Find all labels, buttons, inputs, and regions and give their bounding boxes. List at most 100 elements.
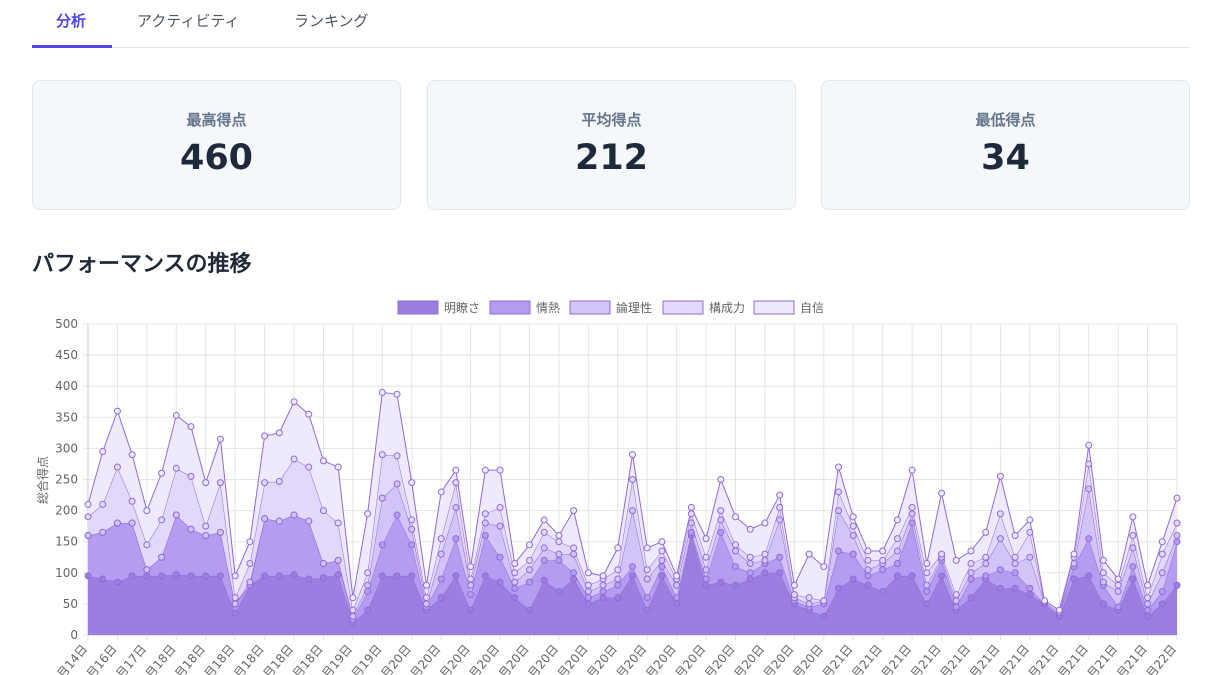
point bbox=[746, 525, 754, 533]
point bbox=[952, 603, 960, 611]
point bbox=[305, 463, 313, 471]
point bbox=[378, 451, 386, 459]
point bbox=[525, 556, 533, 564]
point bbox=[511, 594, 519, 602]
tab-indicator bbox=[32, 45, 112, 48]
point bbox=[158, 572, 166, 580]
point bbox=[1173, 531, 1181, 539]
point bbox=[525, 606, 533, 614]
point bbox=[496, 522, 504, 530]
point bbox=[290, 455, 298, 463]
point bbox=[879, 587, 887, 595]
point bbox=[879, 566, 887, 574]
point bbox=[261, 479, 269, 487]
point bbox=[408, 516, 416, 524]
point bbox=[334, 463, 342, 471]
point bbox=[805, 600, 813, 608]
point bbox=[996, 510, 1004, 518]
point bbox=[746, 569, 754, 577]
point bbox=[467, 591, 475, 599]
point bbox=[261, 432, 269, 440]
point bbox=[408, 525, 416, 533]
point bbox=[599, 572, 607, 580]
point bbox=[158, 469, 166, 477]
tab[interactable]: ランキング bbox=[294, 12, 369, 30]
point bbox=[629, 563, 636, 571]
point bbox=[481, 572, 489, 580]
point bbox=[908, 510, 916, 518]
point bbox=[437, 550, 445, 558]
point bbox=[746, 553, 754, 561]
stat-value: 460 bbox=[179, 138, 254, 178]
point bbox=[437, 488, 445, 496]
point bbox=[982, 528, 990, 536]
point bbox=[525, 578, 533, 586]
area bbox=[88, 454, 1177, 617]
point bbox=[511, 569, 519, 577]
point bbox=[702, 535, 710, 543]
point bbox=[1173, 581, 1181, 589]
point bbox=[849, 575, 857, 583]
point bbox=[496, 503, 504, 511]
point bbox=[540, 576, 548, 584]
point bbox=[982, 572, 990, 580]
point bbox=[923, 600, 931, 608]
point bbox=[393, 511, 401, 519]
point bbox=[1158, 587, 1166, 595]
point bbox=[246, 578, 254, 586]
point bbox=[305, 517, 313, 525]
point bbox=[422, 600, 430, 608]
point bbox=[687, 503, 695, 511]
point bbox=[717, 507, 725, 515]
point bbox=[1026, 591, 1034, 599]
point bbox=[84, 531, 92, 539]
point bbox=[84, 513, 92, 521]
point bbox=[99, 575, 107, 583]
point bbox=[952, 597, 960, 605]
point bbox=[1026, 584, 1034, 592]
y-tick-label: 500 bbox=[55, 317, 78, 331]
point bbox=[496, 553, 504, 561]
point bbox=[790, 581, 798, 589]
point bbox=[202, 572, 210, 580]
point bbox=[1011, 559, 1019, 567]
point bbox=[643, 566, 651, 574]
point bbox=[732, 513, 740, 521]
point bbox=[687, 519, 695, 527]
point bbox=[113, 519, 121, 527]
point bbox=[893, 535, 901, 543]
y-tick-label: 350 bbox=[55, 410, 78, 424]
point bbox=[1099, 556, 1107, 564]
point bbox=[113, 578, 121, 586]
point bbox=[481, 510, 489, 518]
point bbox=[1085, 572, 1093, 580]
y-tick-label: 100 bbox=[55, 566, 78, 580]
point bbox=[113, 407, 121, 415]
point bbox=[496, 578, 504, 586]
point bbox=[422, 581, 430, 589]
tab[interactable]: 分析 bbox=[56, 12, 87, 30]
y-tick-label: 400 bbox=[55, 379, 78, 393]
point bbox=[967, 569, 975, 577]
point bbox=[849, 550, 857, 558]
point bbox=[1129, 563, 1137, 571]
point bbox=[187, 572, 195, 580]
point bbox=[893, 516, 901, 524]
point bbox=[158, 516, 166, 524]
point bbox=[555, 550, 563, 558]
point bbox=[467, 606, 475, 614]
tab-divider bbox=[32, 47, 1190, 48]
point bbox=[629, 572, 636, 580]
point bbox=[614, 566, 622, 574]
tab[interactable]: アクティビティ bbox=[137, 12, 240, 30]
point bbox=[1070, 575, 1078, 583]
point bbox=[761, 556, 769, 564]
point bbox=[349, 612, 357, 620]
point bbox=[452, 479, 460, 487]
point bbox=[1099, 578, 1107, 586]
point bbox=[452, 572, 460, 580]
point bbox=[202, 522, 210, 530]
point bbox=[835, 488, 843, 496]
point bbox=[805, 594, 813, 602]
point bbox=[614, 581, 622, 589]
